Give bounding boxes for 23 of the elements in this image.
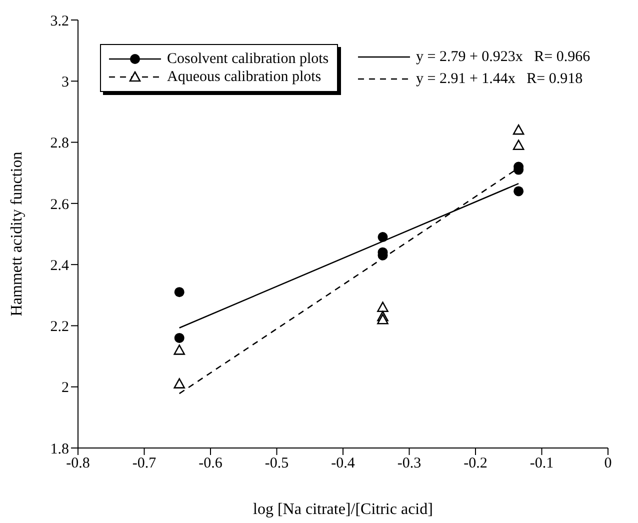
x-tick-label: -0.6 xyxy=(198,456,223,472)
y-tick-label: 2 xyxy=(62,380,69,396)
y-tick-label: 2.2 xyxy=(50,319,69,336)
y-tick-label: 3 xyxy=(62,74,69,90)
legend-label: Cosolvent calibration plots xyxy=(167,50,329,68)
x-tick-label: 0 xyxy=(604,456,612,472)
y-axis-title: Hammett acidity function xyxy=(8,152,26,316)
y-tick-label: 2.8 xyxy=(50,136,69,152)
x-tick-label: -0.3 xyxy=(397,456,422,472)
y-tick-label: 2.4 xyxy=(50,258,70,274)
x-tick-label: -0.2 xyxy=(464,456,488,472)
legend-label: y = 2.91 + 1.44x R= 0.918 xyxy=(416,70,583,89)
x-tick-label: -0.1 xyxy=(530,456,554,472)
legend-label: y = 2.79 + 0.923x R= 0.966 xyxy=(416,48,590,67)
x-tick-label: -0.5 xyxy=(264,456,289,472)
legend-label: Aqueous calibration plots xyxy=(167,68,322,86)
x-tick-label: -0.7 xyxy=(132,456,157,472)
x-axis-title: log [Na citrate]/[Citric acid] xyxy=(253,501,433,518)
y-tick-label: 3.2 xyxy=(50,13,69,30)
y-tick-label: 1.8 xyxy=(50,441,69,458)
x-tick-label: -0.4 xyxy=(331,456,356,472)
x-tick-label: -0.8 xyxy=(66,456,90,472)
y-tick-label: 2.6 xyxy=(50,196,70,213)
